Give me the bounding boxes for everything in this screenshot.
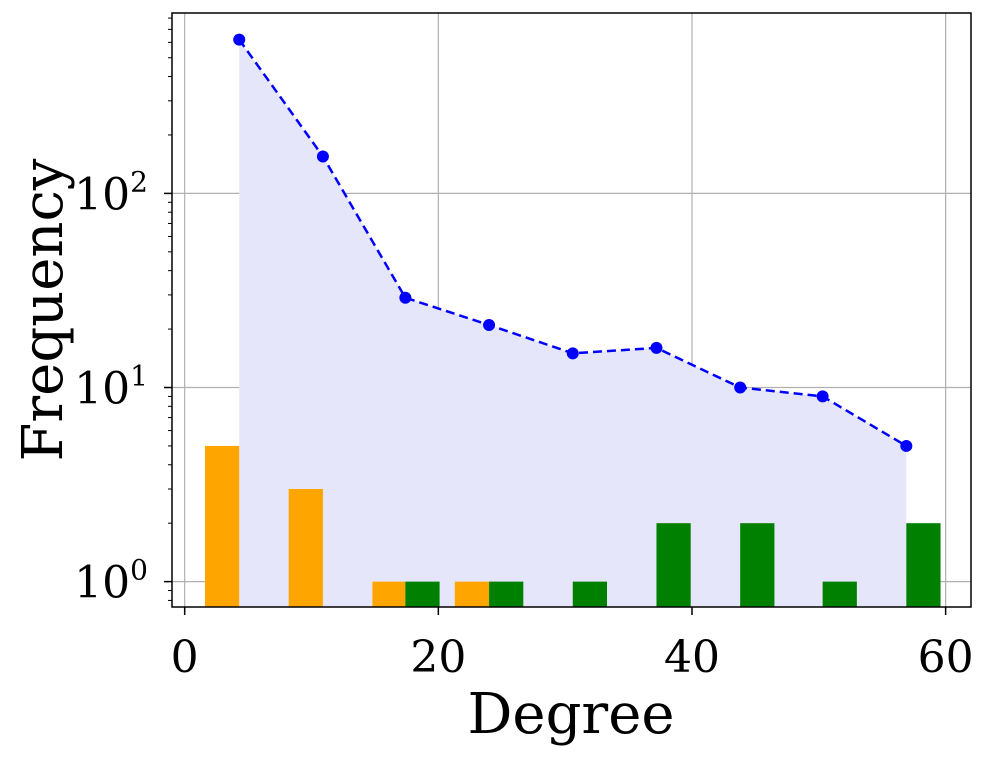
y-tick-label: 101 <box>74 360 148 415</box>
data-point <box>900 439 913 452</box>
bar <box>740 523 775 607</box>
data-point <box>483 318 496 331</box>
bar <box>454 581 490 607</box>
bar <box>822 581 857 607</box>
data-point <box>316 150 329 163</box>
x-tick-label: 60 <box>918 632 974 683</box>
data-point <box>399 291 412 304</box>
area-under-line <box>239 39 907 607</box>
data-point <box>734 381 747 394</box>
x-tick-label: 20 <box>410 632 466 683</box>
axis-ticks <box>164 17 947 615</box>
x-tick-label: 40 <box>664 632 720 683</box>
data-point <box>566 347 579 360</box>
bar <box>405 581 440 607</box>
bar-group <box>204 445 941 607</box>
line-series <box>233 33 913 452</box>
bar <box>572 581 608 607</box>
y-axis-title: Frequency <box>11 158 76 461</box>
data-point <box>233 33 246 46</box>
data-point <box>650 341 663 354</box>
tick-labels: 0 20 40 60 100 101 102 <box>74 165 973 683</box>
bar <box>489 581 524 607</box>
bar <box>656 523 691 607</box>
y-tick-label: 102 <box>74 165 148 220</box>
area-fill <box>239 39 907 607</box>
data-point <box>816 390 829 403</box>
bar <box>906 523 941 607</box>
y-tick-label: 100 <box>74 554 148 609</box>
x-axis-title: Degree <box>468 682 675 747</box>
bar <box>204 445 240 607</box>
bar <box>288 489 323 607</box>
x-tick-label: 0 <box>171 632 199 683</box>
plot-frame <box>171 12 972 608</box>
bar <box>372 581 406 607</box>
